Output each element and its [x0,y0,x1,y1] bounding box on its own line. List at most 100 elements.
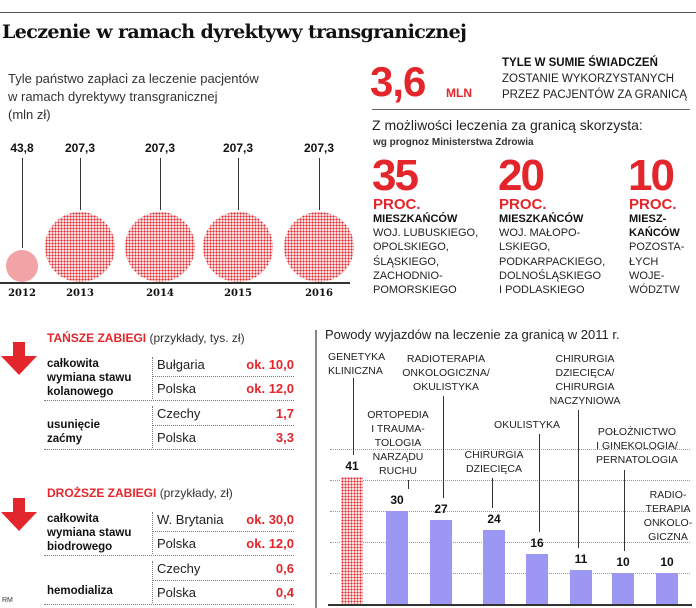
bubble-chart-subtitle: Tyle państwo zapłaci za leczenie pacjent… [8,71,259,122]
procedure-name: hemodializa [47,585,113,597]
section-divider [315,330,317,608]
x-axis [328,604,692,606]
forecast-unit: PROC. [629,196,677,213]
cost-value: 1,7 [275,406,294,421]
column-divider [152,561,153,603]
country-name: Polska [157,536,197,551]
bar-value: 41 [345,458,359,473]
pointer-line [238,158,239,211]
category-label: GENETYKA KLINICZNA [328,351,386,377]
gridline [330,542,690,543]
country-name: Polska [157,381,197,396]
country-name: Bułgaria [157,357,205,372]
country-name: W. Brytania [157,512,224,527]
cost-value: 0,6 [275,561,294,576]
bubble-baseline [0,282,350,284]
cheaper-heading: TAŃSZE ZABIEGI (przykłady, tys. zł) [47,331,245,345]
cost-value: ok. 30,0 [246,512,294,527]
bar [430,520,452,604]
gridline [330,449,690,450]
cheaper-note: (przykłady, tys. zł) [149,331,245,345]
bubble-value: 207,3 [303,141,335,155]
year-label: 2014 [146,288,174,299]
row-divider [44,449,294,450]
pointer-line [408,480,409,489]
year-label: 2013 [66,288,94,299]
forecast-description: MIESZKAŃCÓW WOJ. MAŁOPO- LSKIEGO, PODKARP… [499,212,605,297]
bar [483,529,505,604]
bubble-value: 207,3 [144,141,176,155]
row-divider [152,531,294,532]
forecast-description: MIESZKAŃCÓW WOJ. LUBUSKIEGO, OPOLSKIEGO, … [373,212,478,297]
page-title: Leczenie w ramach dyrektywy transgranicz… [2,21,467,43]
summary-line3: PRZEZ PACJENTÓW ZA GRANICĄ [502,89,688,101]
bar-value: 27 [434,502,448,517]
bar [656,573,678,604]
bar-chart-title: Powody wyjazdów na leczenie za granicą w… [325,327,620,342]
pointer-line [160,158,161,211]
year-label: 2016 [305,288,333,299]
summary-unit: MLN [446,86,472,100]
bubble-value: 207,3 [222,141,254,155]
country-name: Polska [157,585,197,600]
bar-value: 24 [487,511,501,526]
summary-value: 3,6 [370,58,426,105]
forecast-description: MIESZ- KAŃCÓW POZOSTA- ŁYCH WOJE- WÓDZTW [629,212,684,297]
bar [570,569,592,604]
pricier-note: (przykłady, zł) [159,486,233,500]
summary-text: TYLE W SUMIE ŚWIADCZEŃ ZOSTANIE WYKORZYS… [502,55,687,103]
bar-value: 30 [390,493,404,507]
pointer-line [443,396,444,499]
pointer-line [578,410,579,548]
pointer-line [492,478,493,508]
cost-value: ok. 12,0 [246,536,294,551]
bubble-2012 [6,250,38,282]
row-divider [44,555,294,556]
country-name: Polska [157,430,197,445]
forecast-percent: 10 [628,151,675,200]
forecast-unit: PROC. [373,196,421,213]
pointer-line [539,434,540,533]
country-name: Czechy [157,561,201,576]
forecast-bold: MIESZ- KAŃCÓW [629,213,680,240]
category-label: CHIRURGIA DZIECIĘCA [464,449,524,475]
category-label: POŁOŻNICTWO I GINEKOLOGIA/ PERNATOLOGIA [596,426,678,466]
year-label: 2012 [8,288,36,299]
summary-line1: TYLE W SUMIE ŚWIADCZEŃ [502,57,658,69]
pricier-heading-text: DROŻSZE ZABIEGI [47,486,157,500]
row-divider [152,580,294,581]
bar-value: 10 [616,555,630,569]
procedure-name: całkowita wymiana stawu biodrowego [47,513,132,553]
bar-value: 16 [530,536,544,551]
bar [341,476,363,604]
pointer-line [319,158,320,211]
forecast-bold: MIESZKAŃCÓW [499,213,584,225]
pointer-line [80,158,81,211]
cost-value: ok. 10,0 [246,357,294,372]
row-divider [152,376,294,377]
cost-value: 0,4 [275,585,294,600]
summary-rule [372,109,690,110]
forecast-text: WOJ. LUBUSKIEGO, OPOLSKIEGO, ŚLĄSKIEGO, … [373,227,479,297]
top-rule [0,12,696,13]
category-label: RADIO- TERAPIA ONKOLO- GICZNA [643,489,693,543]
forecast-text: WOJ. MAŁOPO- LSKIEGO, PODKARPACKIEGO, DO… [499,227,606,297]
row-divider [152,425,294,426]
pointer-line [22,158,23,248]
bar [526,554,548,604]
pointer-line [353,378,354,455]
cost-value: ok. 12,0 [246,381,294,396]
forecast-text: POZOSTA- ŁYCH WOJE- WÓDZTW [629,241,685,297]
column-divider [152,357,153,399]
category-label: CHIRURGIA DZIECIĘCA/ CHIRURGIA NACZYNIOW… [549,353,621,407]
bubble-value: 207,3 [64,141,96,155]
arrow-down-icon [0,498,40,537]
forecast-percent: 35 [372,151,419,200]
arrow-down-icon [0,342,40,381]
gridline [330,573,690,574]
category-label: OKULISTYKA [494,419,560,431]
credit: RM [2,597,13,604]
summary-line2: ZOSTANIE WYKORZYSTANYCH [502,73,675,85]
forecast-source: wg prognoz Ministerstwa Zdrowia [373,137,534,148]
forecast-heading: Z możliwości leczenia za granicą skorzys… [372,117,643,133]
